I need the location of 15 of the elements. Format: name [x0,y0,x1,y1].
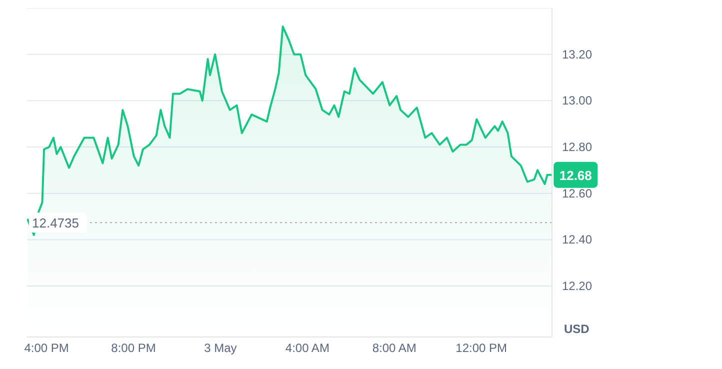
x-tick-label: 8:00 AM [372,341,416,355]
y-axis-title: USD [564,322,590,336]
y-tick-label: 13.20 [562,47,592,62]
y-tick-label: 12.80 [562,140,592,154]
y-tick-label: 13.00 [562,94,592,108]
x-tick-label: 12:00 PM [456,341,508,355]
x-tick-label: 3 May [204,341,237,355]
ref-line-label: 12.4735 [32,216,79,231]
y-tick-label: 12.20 [562,279,592,294]
annotation: 12.68 [559,168,592,183]
x-tick-label: 4:00 PM [24,341,69,355]
y-tick-label: 12.40 [562,232,592,247]
x-tick-label: 4:00 AM [285,341,330,355]
x-tick-label: 8:00 PM [111,341,156,355]
y-tick-label: 12.60 [562,186,592,200]
